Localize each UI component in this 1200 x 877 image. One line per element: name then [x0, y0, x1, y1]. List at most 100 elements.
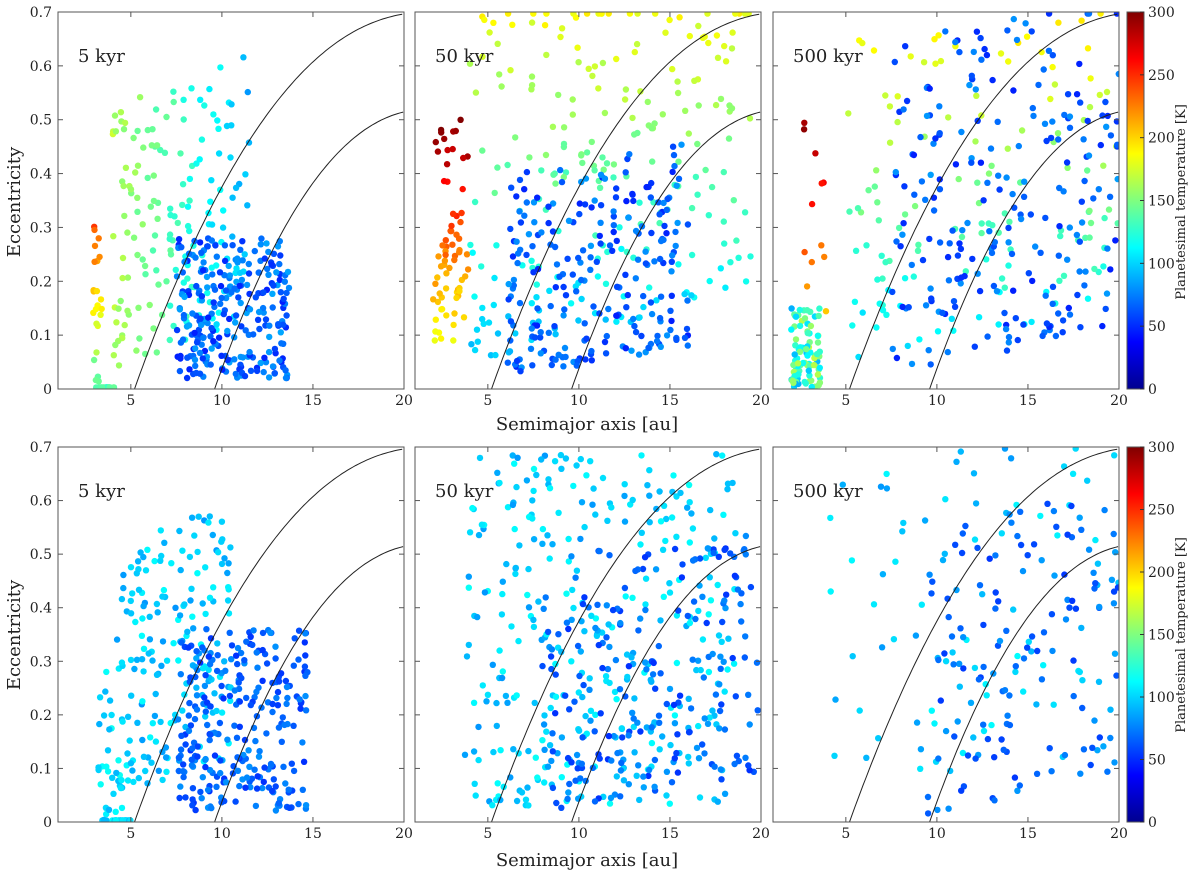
data-point	[653, 337, 661, 345]
data-point	[1076, 514, 1083, 521]
data-point	[648, 739, 656, 747]
panel-time-label: 5 kyr	[78, 46, 125, 67]
data-point	[548, 665, 555, 673]
data-point	[217, 282, 225, 290]
data-point	[1100, 263, 1107, 270]
data-point	[1038, 557, 1045, 564]
data-point	[226, 692, 234, 700]
data-point	[533, 281, 540, 288]
data-point	[170, 640, 177, 647]
data-point	[457, 218, 464, 226]
data-point	[475, 723, 482, 731]
data-point	[573, 362, 580, 369]
data-point	[473, 326, 481, 333]
data-point	[191, 329, 198, 337]
data-point	[245, 747, 252, 754]
data-point	[260, 778, 267, 786]
data-point	[1008, 519, 1015, 526]
data-point	[448, 227, 455, 235]
data-point	[1073, 231, 1081, 239]
data-point	[204, 243, 211, 250]
data-point	[241, 251, 248, 258]
data-point	[213, 667, 221, 675]
data-point	[602, 350, 610, 357]
data-point	[714, 54, 722, 61]
data-point	[813, 350, 821, 358]
data-point	[694, 140, 701, 148]
data-point	[199, 774, 206, 781]
data-point	[465, 584, 472, 591]
data-point	[1112, 237, 1119, 244]
data-point	[208, 221, 216, 228]
data-point	[991, 797, 998, 804]
data-point	[812, 150, 819, 157]
data-point	[953, 586, 960, 594]
data-point	[996, 637, 1004, 645]
data-point	[124, 229, 131, 236]
data-point	[959, 530, 966, 537]
data-point	[184, 203, 192, 210]
data-point	[503, 560, 510, 568]
data-point	[717, 665, 724, 672]
data-point	[531, 699, 538, 707]
data-point	[201, 682, 209, 690]
data-point	[796, 322, 804, 330]
data-point	[1048, 611, 1056, 618]
data-point	[553, 799, 560, 807]
panel-frame	[57, 446, 405, 823]
data-point	[471, 780, 478, 787]
data-point	[196, 239, 204, 246]
data-point	[224, 327, 231, 335]
data-point	[928, 295, 935, 302]
data-point	[197, 788, 204, 796]
data-point	[186, 175, 194, 183]
data-point	[276, 276, 283, 284]
data-point	[179, 547, 186, 554]
data-point	[703, 619, 710, 627]
data-point	[1001, 447, 1009, 452]
data-point	[186, 366, 193, 373]
data-point	[936, 239, 944, 246]
data-point	[210, 338, 217, 345]
data-point	[668, 292, 675, 299]
data-point	[663, 792, 670, 799]
data-point	[268, 261, 275, 268]
data-point	[649, 158, 656, 165]
data-point	[1049, 283, 1057, 290]
data-point	[516, 208, 523, 215]
data-point	[215, 125, 222, 132]
data-point	[103, 668, 110, 676]
data-point	[255, 308, 263, 316]
data-point	[1066, 604, 1073, 611]
data-point	[472, 89, 480, 96]
data-point	[530, 12, 537, 17]
data-point	[515, 250, 522, 257]
data-point	[952, 541, 959, 548]
data-point	[642, 659, 649, 666]
data-point	[590, 485, 597, 492]
data-point	[236, 698, 243, 705]
data-point	[684, 221, 692, 228]
data-point	[541, 779, 548, 786]
data-point	[443, 270, 450, 277]
data-point	[140, 553, 147, 561]
data-point	[569, 271, 576, 278]
data-point	[242, 784, 249, 791]
data-point	[950, 661, 957, 668]
data-point	[578, 152, 585, 159]
data-point	[509, 253, 517, 260]
data-point	[648, 310, 656, 318]
data-point	[978, 220, 985, 227]
data-point	[239, 354, 247, 361]
data-point	[491, 274, 498, 282]
data-point	[261, 764, 268, 771]
data-point	[434, 298, 442, 306]
data-point	[806, 372, 813, 379]
data-point	[634, 719, 641, 726]
data-point	[555, 509, 562, 516]
data-point	[496, 479, 503, 487]
data-point	[432, 138, 439, 146]
data-point	[984, 333, 991, 340]
data-point	[505, 280, 512, 288]
data-point	[225, 610, 233, 617]
